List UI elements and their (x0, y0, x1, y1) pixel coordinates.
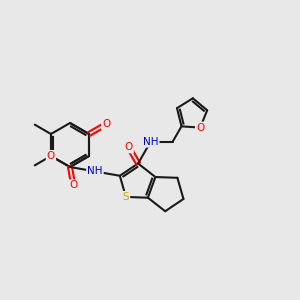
Text: NH: NH (143, 136, 158, 147)
Text: O: O (196, 123, 204, 133)
Text: NH: NH (87, 167, 103, 176)
Text: O: O (102, 119, 110, 129)
Text: O: O (47, 151, 55, 161)
Text: O: O (124, 142, 133, 152)
Text: S: S (123, 192, 129, 202)
Text: O: O (69, 180, 77, 190)
